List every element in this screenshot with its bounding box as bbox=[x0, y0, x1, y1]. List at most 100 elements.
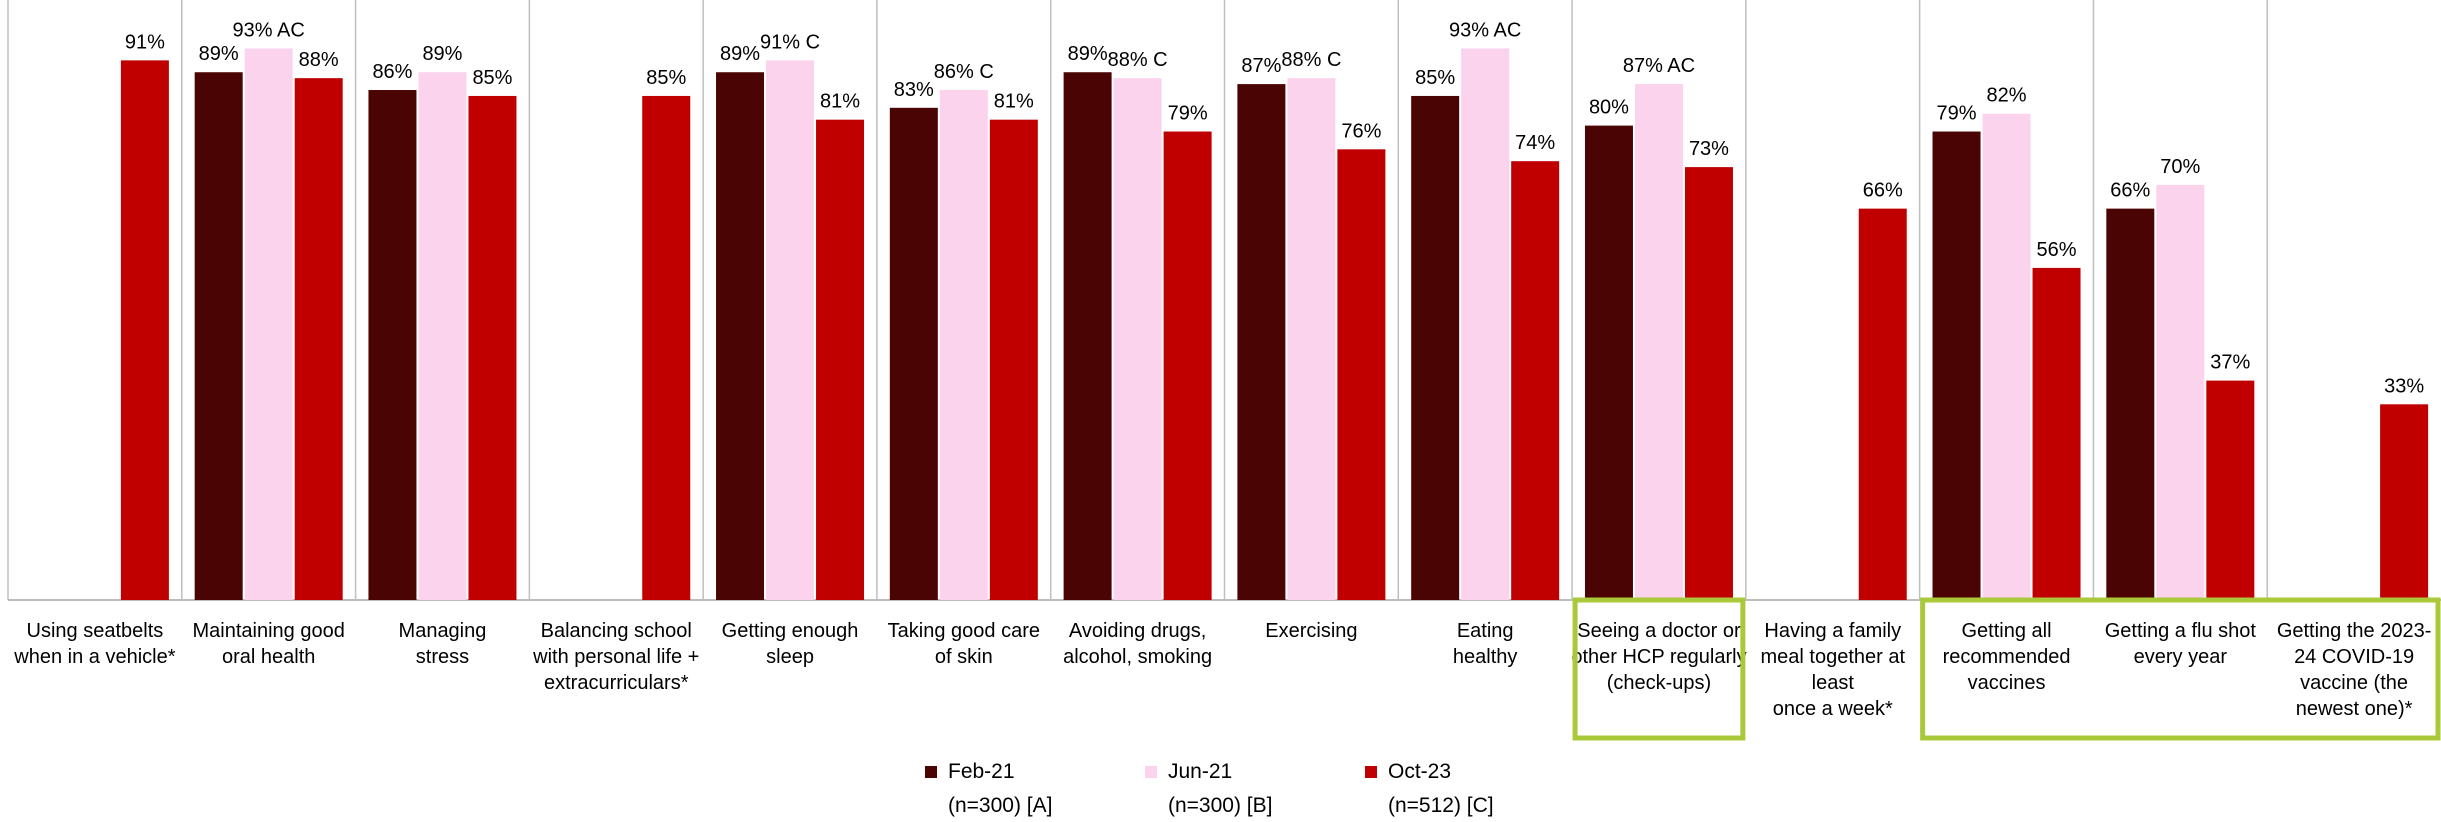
category-label-line: recommended bbox=[1943, 646, 2071, 668]
category-label-line: meal together at bbox=[1760, 646, 1905, 668]
data-label-oct-23-7: 76% bbox=[1341, 120, 1381, 142]
category-label-line: Having a family bbox=[1764, 620, 1901, 642]
bar-oct-23-10 bbox=[1858, 208, 1907, 600]
bar-feb-21-9 bbox=[1584, 125, 1633, 600]
data-label-feb-21-7: 87% bbox=[1241, 55, 1281, 77]
highlight-box-1 bbox=[1920, 597, 2441, 741]
category-label-0: Using seatbelts when in a vehicle* bbox=[13, 620, 175, 668]
data-label-feb-21-2: 86% bbox=[372, 61, 412, 83]
legend-swatch-jun-21 bbox=[1145, 766, 1157, 778]
category-label-line: 24 COVID-19 bbox=[2294, 646, 2414, 668]
bar-oct-23-11 bbox=[2032, 267, 2081, 600]
legend-label-feb-21: Feb-21 bbox=[948, 760, 1015, 783]
bar-chart: 89%86%89%83%89%87%85%80% 79%66%93% AC89%9… bbox=[7, 0, 2441, 741]
data-label-oct-23-6: 79% bbox=[1168, 103, 1208, 125]
data-label-oct-23-1: 88% bbox=[299, 49, 339, 71]
category-label-line: when in a vehicle* bbox=[13, 646, 175, 668]
data-label-jun-21-5: 86% C bbox=[934, 61, 994, 83]
data-label-feb-21-4: 89% bbox=[720, 43, 760, 65]
data-label-feb-21-9: 80% bbox=[1589, 97, 1629, 119]
bar-oct-23-3 bbox=[642, 95, 691, 600]
category-label-line: other HCP regularly bbox=[1571, 646, 1746, 668]
data-label-jun-21-11: 82% bbox=[1987, 85, 2027, 107]
data-label-jun-21-1: 93% AC bbox=[233, 20, 305, 42]
category-label-line: Getting a flu shot bbox=[2105, 620, 2257, 642]
data-label-jun-21-6: 88% C bbox=[1108, 49, 1168, 71]
category-label-line: Getting enough bbox=[722, 620, 859, 642]
bar-oct-23-0 bbox=[120, 60, 169, 601]
legend-sample-feb-21: (n=300) [A] bbox=[948, 794, 1053, 817]
data-label-oct-23-9: 73% bbox=[1689, 138, 1729, 160]
category-label-line: (check-ups) bbox=[1607, 672, 1711, 694]
bar-oct-23-8 bbox=[1511, 161, 1560, 600]
data-label-oct-23-10: 66% bbox=[1863, 180, 1903, 202]
bar-oct-23-4 bbox=[816, 119, 865, 601]
data-label-oct-23-5: 81% bbox=[994, 91, 1034, 113]
category-label-line: newest one)* bbox=[2296, 698, 2413, 720]
data-label-feb-21-11: 79% bbox=[1937, 103, 1977, 125]
category-label-6: Avoiding drugs, alcohol, smoking bbox=[1063, 620, 1212, 668]
category-label-line: Using seatbelts bbox=[27, 620, 164, 642]
category-label-3: Balancing school with personal life + extr… bbox=[532, 620, 699, 694]
category-label-10: Having a family meal together at least once… bbox=[1760, 620, 1905, 720]
bar-feb-21-4 bbox=[716, 72, 765, 601]
category-label-line: least bbox=[1812, 672, 1855, 694]
category-label-4: Getting enough sleep bbox=[722, 620, 859, 668]
data-label-jun-21-12: 70% bbox=[2160, 156, 2200, 178]
bar-jun-21-7 bbox=[1287, 78, 1336, 600]
category-label-line: alcohol, smoking bbox=[1063, 646, 1212, 668]
legend-sample-oct-23: (n=512) [C] bbox=[1388, 794, 1494, 817]
category-label-line: extracurriculars* bbox=[544, 672, 689, 694]
data-label-jun-21-9: 87% AC bbox=[1623, 55, 1695, 77]
data-label-oct-23-3: 85% bbox=[646, 67, 686, 89]
category-label-1: Maintaining good oral health bbox=[193, 620, 345, 668]
bar-jun-21-12 bbox=[2156, 184, 2205, 600]
data-label-feb-21-5: 83% bbox=[894, 79, 934, 101]
data-label-jun-21-8: 93% AC bbox=[1449, 20, 1521, 42]
legend-sample-jun-21: (n=300) [B] bbox=[1168, 794, 1273, 817]
legend-label-oct-23: Oct-23 bbox=[1388, 760, 1452, 783]
bar-jun-21-5 bbox=[939, 90, 988, 601]
category-label-7: Exercising bbox=[1265, 620, 1357, 642]
category-label-line: Taking good care bbox=[888, 620, 1040, 642]
category-label-line: healthy bbox=[1453, 646, 1518, 668]
bar-feb-21-5 bbox=[889, 107, 938, 600]
category-label-line: Exercising bbox=[1265, 620, 1357, 642]
bar-oct-23-1 bbox=[294, 78, 343, 600]
bar-oct-23-6 bbox=[1163, 131, 1212, 600]
data-label-jun-21-7: 88% C bbox=[1281, 49, 1341, 71]
category-label-line: Balancing school bbox=[541, 620, 692, 642]
bar-oct-23-2 bbox=[468, 95, 517, 600]
category-label-line: Eating bbox=[1457, 620, 1514, 642]
data-label-feb-21-6: 89% bbox=[1068, 43, 1108, 65]
legend-swatch-feb-21 bbox=[925, 766, 937, 778]
category-label-line: sleep bbox=[766, 646, 814, 668]
bar-oct-23-5 bbox=[989, 119, 1038, 601]
bar-feb-21-6 bbox=[1063, 72, 1112, 601]
bar-feb-21-2 bbox=[368, 90, 417, 601]
bar-feb-21-7 bbox=[1237, 84, 1286, 601]
data-label-oct-23-13: 33% bbox=[2384, 375, 2424, 397]
category-label-line: Getting the 2023- bbox=[2277, 620, 2432, 642]
bar-jun-21-4 bbox=[766, 60, 815, 601]
bar-jun-21-6 bbox=[1113, 78, 1162, 600]
legend-swatch-oct-23 bbox=[1365, 766, 1377, 778]
bar-oct-23-7 bbox=[1337, 149, 1386, 600]
bar-feb-21-11 bbox=[1932, 131, 1981, 600]
data-label-feb-21-1: 89% bbox=[199, 43, 239, 65]
data-label-oct-23-4: 81% bbox=[820, 91, 860, 113]
category-label-12: Getting a flu shot every year bbox=[2105, 620, 2257, 668]
bar-jun-21-11 bbox=[1982, 113, 2031, 601]
category-label-line: of skin bbox=[935, 646, 993, 668]
data-label-feb-21-8: 85% bbox=[1415, 67, 1455, 89]
category-label-line: Managing bbox=[399, 620, 487, 642]
bar-oct-23-12 bbox=[2206, 380, 2255, 600]
category-label-line: vaccines bbox=[1968, 672, 2046, 694]
bar-jun-21-2 bbox=[418, 72, 467, 601]
category-label-11: Getting all recommended vaccines bbox=[1943, 620, 2071, 694]
category-label-line: every year bbox=[2134, 646, 2228, 668]
legend: Feb-21 (n=300) [A] Jun-21 (n=300) [B] Oc… bbox=[0, 758, 2441, 822]
bar-feb-21-12 bbox=[2106, 208, 2155, 600]
category-label-line: with personal life + bbox=[532, 646, 699, 668]
category-label-2: Managing stress bbox=[399, 620, 487, 668]
